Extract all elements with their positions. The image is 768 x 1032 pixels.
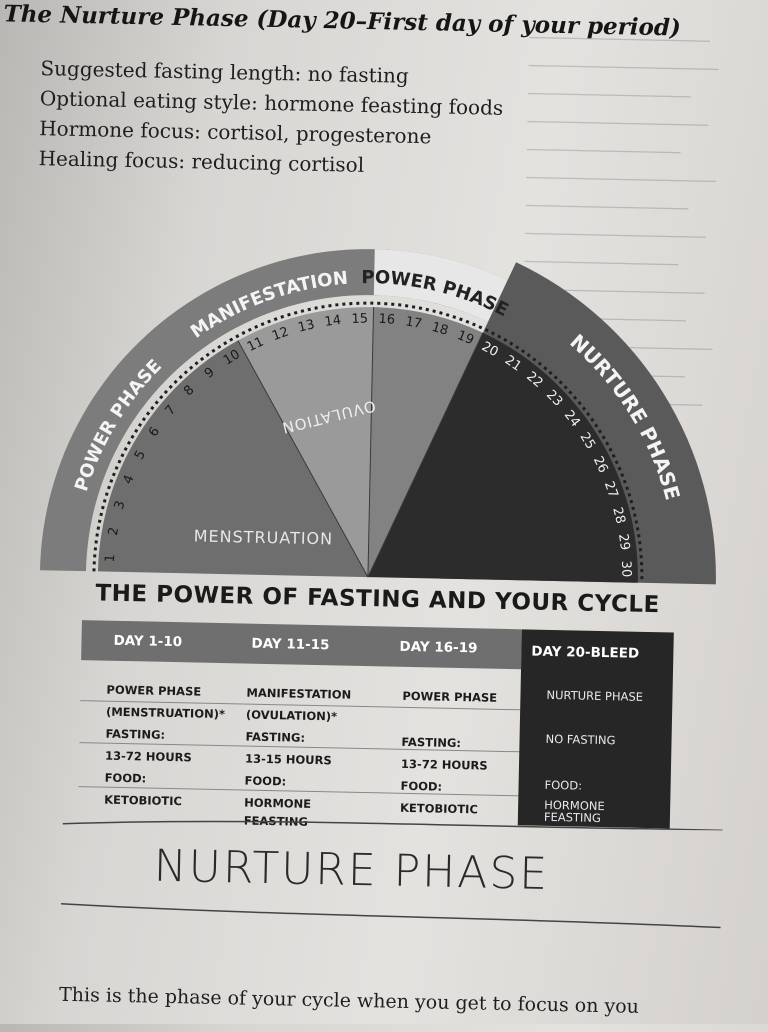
wedge-divider: [237, 340, 369, 578]
menstruation-wedge: [97, 340, 368, 578]
day-number-27: 27: [601, 479, 621, 500]
day-number-26: 26: [590, 454, 611, 475]
ovulation-wedge: [237, 307, 374, 578]
day-number-14: 14: [324, 313, 342, 330]
table-cell: NO FASTING: [545, 731, 616, 748]
phase-ring-power-manifestation: [39, 249, 508, 572]
table-cell: MANIFESTATION: [246, 685, 352, 702]
table-cell: POWER PHASE: [106, 682, 202, 699]
day-number-11: 11: [245, 334, 266, 355]
day-number-2: 2: [106, 526, 122, 537]
body-paragraph: This is the phase of your cycle when you…: [58, 983, 640, 1018]
table-cell: FOOD:: [400, 778, 443, 794]
table-cell: FASTING:: [245, 729, 306, 745]
day-number-30: 30: [618, 560, 634, 577]
day-number-25: 25: [576, 430, 597, 452]
day-number-3: 3: [112, 499, 129, 511]
day-number-10: 10: [221, 347, 243, 368]
day-number-13: 13: [297, 317, 317, 336]
table-cell: (MENSTRUATION)*: [105, 704, 226, 722]
day-number-1: 1: [103, 554, 119, 563]
day-number-18: 18: [430, 320, 450, 339]
section-title-band: [60, 820, 723, 929]
table-cell: 13-15 HOURS: [244, 751, 332, 768]
day-number-12: 12: [270, 324, 291, 344]
day-number-16: 16: [378, 312, 396, 328]
table-cell: FOOD:: [104, 770, 147, 786]
table-cell: FOOD:: [544, 777, 583, 793]
table-cell: FASTING:: [401, 734, 462, 751]
table-cell: FOOD:: [244, 773, 287, 789]
menstruation-label: MENSTRUATION: [194, 526, 334, 548]
table-cell: POWER PHASE: [402, 688, 498, 705]
day-number-28: 28: [609, 506, 628, 526]
table-cell: KETOBIOTIC: [399, 800, 478, 817]
day-number-15: 15: [351, 311, 368, 327]
column-header-day-11-15: DAY 11-15: [251, 635, 330, 654]
table-cell: FASTING:: [105, 726, 166, 742]
fasting-cycle-table: DAY 1-10 DAY 11-15 DAY 16-19 POWER PHASE…: [78, 620, 674, 829]
book-page: ──────────────────── ────────────────────…: [3, 0, 723, 1018]
day-number-29: 29: [615, 533, 632, 551]
table-cell: 13-72 HOURS: [104, 748, 192, 765]
table-cell: 13-72 HOURS: [400, 756, 488, 773]
day-number-20: 20: [479, 339, 501, 360]
wedge-divider: [367, 307, 375, 578]
page-heading: The Nurture Phase (Day 20–First day of y…: [3, 0, 682, 42]
table-cell: FEASTING: [543, 809, 602, 826]
table-cell: NURTURE PHASE: [546, 687, 644, 704]
column-header-day-1-10: DAY 1-10: [113, 632, 183, 651]
wedge-divider: [367, 332, 484, 578]
day-number-19: 19: [455, 328, 476, 348]
table-header-bar: DAY 1-10 DAY 11-15 DAY 16-19: [81, 620, 522, 670]
table-cell: HORMONE: [244, 795, 312, 811]
power-wedge: [367, 307, 483, 578]
dotted-day-arc: [92, 301, 644, 583]
table-cell: (OVULATION)*: [245, 707, 338, 724]
column-header-day-16-19: DAY 16-19: [399, 638, 478, 657]
section-title: NURTURE PHASE: [153, 840, 550, 900]
nurture-wedge: [367, 332, 638, 583]
day-number-17: 17: [404, 314, 423, 332]
table-cell: KETOBIOTIC: [104, 792, 183, 809]
column-header-day-20-bleed: DAY 20-BLEED: [531, 643, 640, 662]
phase-ring-power-top: [373, 249, 508, 322]
nurture-column: DAY 20-BLEED NURTURE PHASE NO FASTING FO…: [517, 629, 674, 829]
phase-facts: Suggested fasting length: no fasting Opt…: [38, 53, 504, 183]
